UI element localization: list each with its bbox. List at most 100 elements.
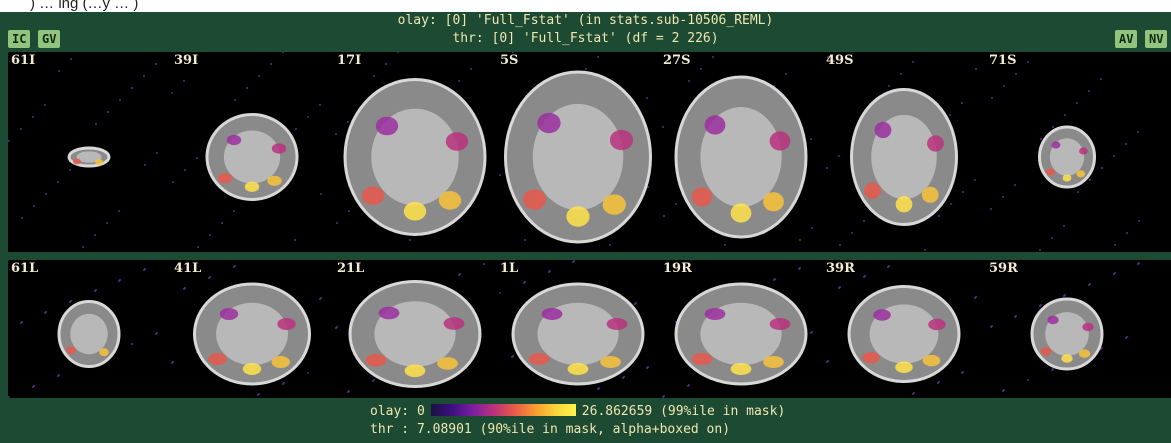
sagittal-slice-1l: 1L (497, 260, 659, 398)
noise-dot (156, 152, 158, 154)
ic-button[interactable]: IC (8, 30, 31, 48)
noise-dot (172, 361, 174, 363)
noise-dot (900, 73, 902, 75)
activation-blob (378, 306, 400, 320)
noise-dot (171, 92, 173, 94)
noise-dot (827, 56, 829, 58)
noise-dot (949, 114, 951, 116)
noise-dot (827, 360, 829, 362)
noise-dot (647, 366, 649, 368)
noise-dot (688, 80, 690, 82)
activation-blob (271, 143, 287, 154)
noise-dot (335, 133, 337, 135)
activation-blob (769, 318, 791, 330)
brain-image (335, 263, 485, 393)
noise-dot (209, 276, 211, 278)
activation-blob (438, 191, 462, 210)
activation-blob (922, 354, 941, 367)
brain-image (171, 52, 322, 248)
activation-blob (375, 116, 399, 136)
slice-label: 5S (500, 53, 519, 68)
activation-blob (704, 308, 726, 320)
noise-dot (609, 244, 611, 246)
noise-dot (347, 121, 349, 123)
activation-blob (537, 112, 561, 134)
activation-blob (1079, 147, 1088, 155)
noise-dot (1138, 262, 1140, 264)
noise-dot (57, 181, 59, 183)
noise-dot (270, 63, 272, 65)
activation-blob (404, 364, 426, 378)
noise-dot (196, 157, 198, 159)
noise-dot (348, 210, 350, 212)
noise-dot (663, 215, 665, 217)
activation-blob (730, 203, 752, 223)
noise-dot (409, 239, 411, 241)
gv-button[interactable]: GV (38, 30, 61, 48)
noise-dot (1003, 85, 1005, 87)
activation-blob (528, 353, 550, 365)
activation-blob (600, 356, 621, 368)
noise-dot (319, 104, 321, 106)
brain-image (8, 52, 158, 248)
brain-image (662, 267, 813, 398)
av-button[interactable]: AV (1115, 30, 1138, 48)
noise-dot (597, 56, 599, 58)
slice-label: 1L (500, 261, 519, 276)
noise-dot (499, 292, 501, 294)
activation-blob (895, 361, 913, 373)
noise-dot (320, 297, 322, 299)
noise-dot (623, 376, 625, 378)
noise-dot (320, 193, 322, 195)
slice-label: 61L (11, 261, 39, 276)
cropped-caption: ) … ing (…y … ) (0, 0, 1171, 12)
activation-blob (763, 356, 784, 368)
olay-max-label: 26.862659 (99%ile in mask) (581, 404, 786, 419)
slice-label: 71S (989, 53, 1017, 68)
noise-dot (336, 326, 338, 328)
axial-slice-17i: 17I (334, 52, 496, 252)
noise-dot (470, 68, 472, 70)
noise-dot (1125, 143, 1127, 145)
axial-slice-27s: 27S (660, 52, 822, 252)
noise-dot (811, 227, 813, 229)
noise-dot (799, 267, 801, 269)
activation-blob (541, 308, 563, 320)
noise-dot (21, 321, 23, 323)
activation-blob (567, 363, 589, 375)
noise-dot (69, 169, 71, 171)
noise-dot (888, 265, 890, 267)
activation-blob (1051, 141, 1061, 149)
activation-blob (242, 363, 262, 375)
noise-dot (1003, 389, 1005, 391)
noise-dot (912, 61, 914, 63)
noise-dot (1015, 315, 1017, 317)
noise-dot (307, 116, 309, 118)
noise-dot (724, 244, 726, 246)
noise-dot (234, 265, 236, 267)
slice-label: 19R (663, 261, 692, 276)
noise-dot (962, 371, 964, 373)
noise-dot (1002, 196, 1004, 198)
noise-dot (1052, 126, 1054, 128)
noise-dot (851, 232, 853, 234)
activation-blob (1046, 168, 1055, 176)
noise-dot (82, 246, 84, 248)
noise-dot (512, 355, 514, 357)
activation-blob (769, 131, 791, 151)
brain-white-matter (70, 313, 108, 355)
slice-label: 39I (174, 53, 199, 68)
noise-dot (307, 372, 309, 374)
olay-info: olay: [0] 'Full_Fstat' (in stats.sub-105… (397, 13, 774, 28)
noise-dot (974, 179, 976, 181)
noise-dot (1089, 283, 1091, 285)
noise-dot (1138, 220, 1140, 222)
noise-dot (499, 174, 501, 176)
noise-dot (1113, 155, 1115, 157)
nv-button[interactable]: NV (1145, 30, 1168, 48)
activation-blob (921, 186, 939, 203)
activation-blob (1047, 315, 1059, 325)
noise-dot (585, 68, 587, 70)
brain-image (990, 262, 1140, 392)
noise-dot (282, 52, 284, 53)
